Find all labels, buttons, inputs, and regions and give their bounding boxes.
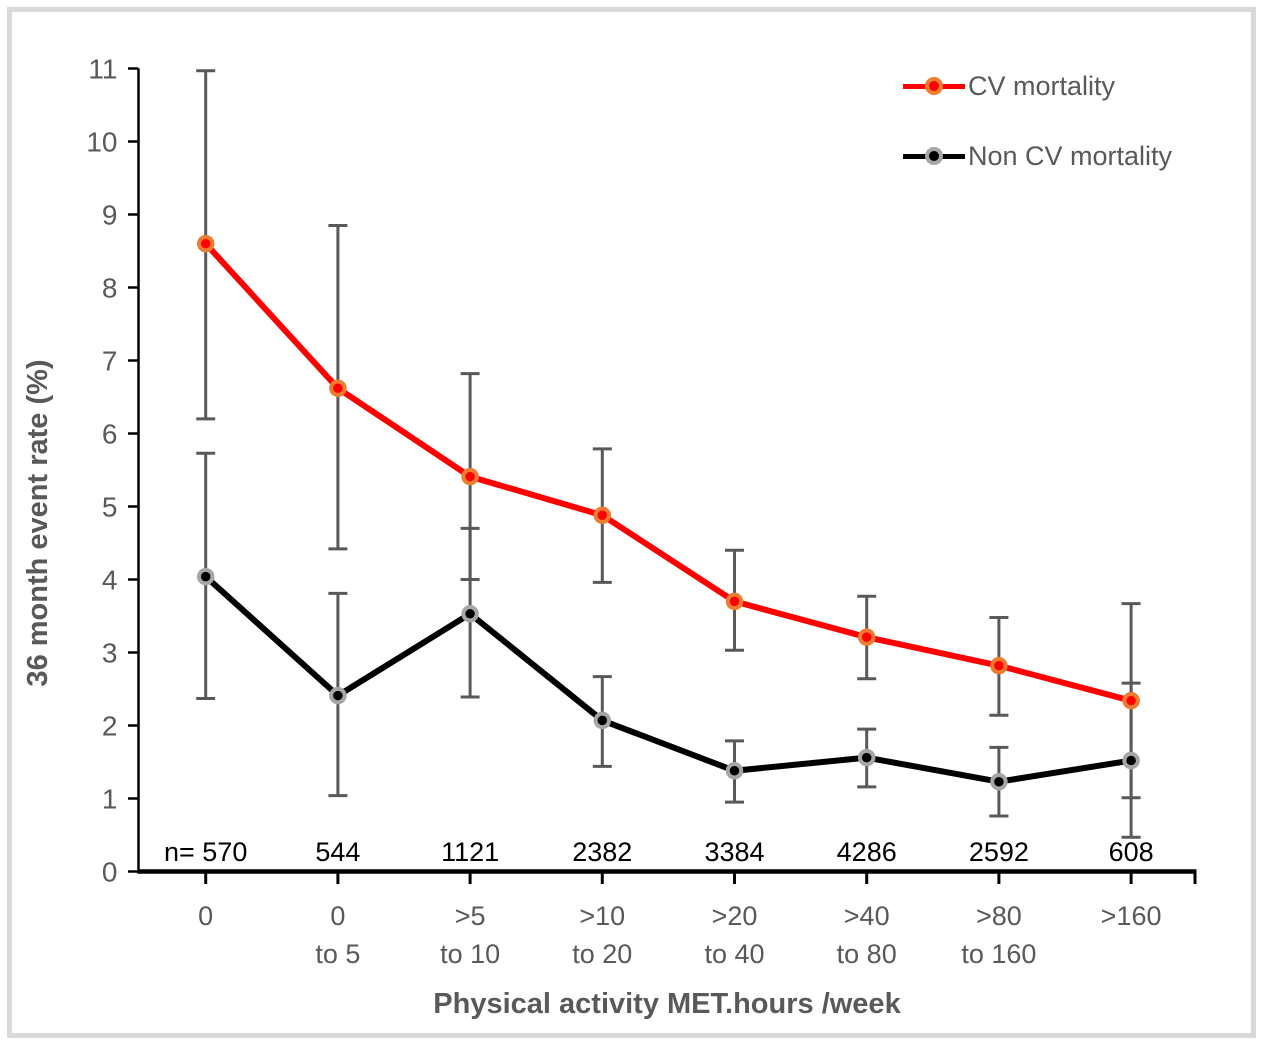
n-count-label: 2382 <box>572 837 632 867</box>
legend-swatch-cv <box>903 77 965 95</box>
legend-swatch-non-cv <box>903 147 965 165</box>
series-line-non-cv-mortality <box>202 573 1135 785</box>
legend-marker-cv-icon <box>925 77 943 95</box>
marker-non-cv-mortality-4 <box>725 762 744 780</box>
x-category-label-line2: to 20 <box>572 939 632 969</box>
marker-cv-mortality-6 <box>990 656 1008 675</box>
marker-cv-mortality-5 <box>857 628 876 646</box>
marker-cv-mortality-1 <box>329 379 347 397</box>
y-tick-label: 1 <box>102 784 118 815</box>
n-count-label: 608 <box>1109 837 1154 867</box>
n-count-label: n= 570 <box>164 837 247 867</box>
y-tick-label: 4 <box>102 565 118 596</box>
x-category-label-line2: to 10 <box>440 939 500 969</box>
x-category-label-line2: to 80 <box>837 939 897 969</box>
x-category-label: 0 <box>330 901 345 931</box>
y-tick-label: 11 <box>88 54 117 85</box>
y-tick-label: 5 <box>102 492 118 523</box>
y-tick-label: 3 <box>102 638 118 669</box>
x-category-label: >10 <box>579 901 625 931</box>
marker-cv-mortality-4 <box>725 592 744 611</box>
legend-label-cv-mortality: CV mortality <box>968 70 1116 101</box>
x-category-label: >80 <box>976 901 1022 931</box>
legend-item-non-cv-mortality: Non CV mortality <box>903 139 1172 173</box>
marker-cv-mortality-3 <box>593 506 612 525</box>
n-count-label: 544 <box>315 837 360 867</box>
legend-label-non-cv-mortality: Non CV mortality <box>968 140 1173 171</box>
y-tick-label: 9 <box>102 200 118 231</box>
plot-area: 0 1 2 3 4 5 6 7 8 9 10 11 n= 570 544 1121 2382 3384 4286 2… <box>86 54 1197 969</box>
series-line-cv-mortality <box>202 240 1135 704</box>
x-category-label: >5 <box>455 901 486 931</box>
y-axis-title: 36 month event rate (%) <box>22 359 54 686</box>
x-category-label-line2: to 40 <box>704 939 764 969</box>
x-category-label: >20 <box>712 901 758 931</box>
x-category-label: >40 <box>844 901 890 931</box>
x-category-label: >160 <box>1101 901 1162 931</box>
y-tick-label: 7 <box>102 346 118 377</box>
legend-item-cv-mortality: CV mortality <box>903 69 1115 103</box>
marker-non-cv-mortality-6 <box>990 772 1008 791</box>
n-count-label: 2592 <box>969 837 1029 867</box>
marker-non-cv-mortality-5 <box>857 748 876 767</box>
n-count-label: 3384 <box>704 837 764 867</box>
y-tick-label: 6 <box>102 419 118 450</box>
marker-non-cv-mortality-0 <box>196 567 215 586</box>
y-tick-label: 2 <box>102 711 118 742</box>
marker-non-cv-mortality-1 <box>329 686 347 705</box>
x-category-label: 0 <box>198 901 213 931</box>
y-tick-label: 8 <box>102 273 118 304</box>
x-axis-title: Physical activity MET.hours /week <box>433 988 901 1020</box>
marker-non-cv-mortality-7 <box>1122 751 1140 770</box>
legend-marker-non-cv-icon <box>925 147 943 165</box>
marker-non-cv-mortality-3 <box>593 711 612 730</box>
marker-cv-mortality-2 <box>461 467 479 486</box>
n-count-label: 4286 <box>837 837 897 867</box>
y-tick-label: 0 <box>102 857 118 888</box>
n-count-label: 1121 <box>441 837 499 867</box>
marker-non-cv-mortality-2 <box>461 605 479 623</box>
marker-cv-mortality-0 <box>196 234 215 253</box>
x-category-label-line2: to 5 <box>315 939 360 969</box>
y-tick-label: 10 <box>86 127 117 158</box>
marker-cv-mortality-7 <box>1122 691 1140 710</box>
x-category-label-line2: to 160 <box>961 939 1036 969</box>
